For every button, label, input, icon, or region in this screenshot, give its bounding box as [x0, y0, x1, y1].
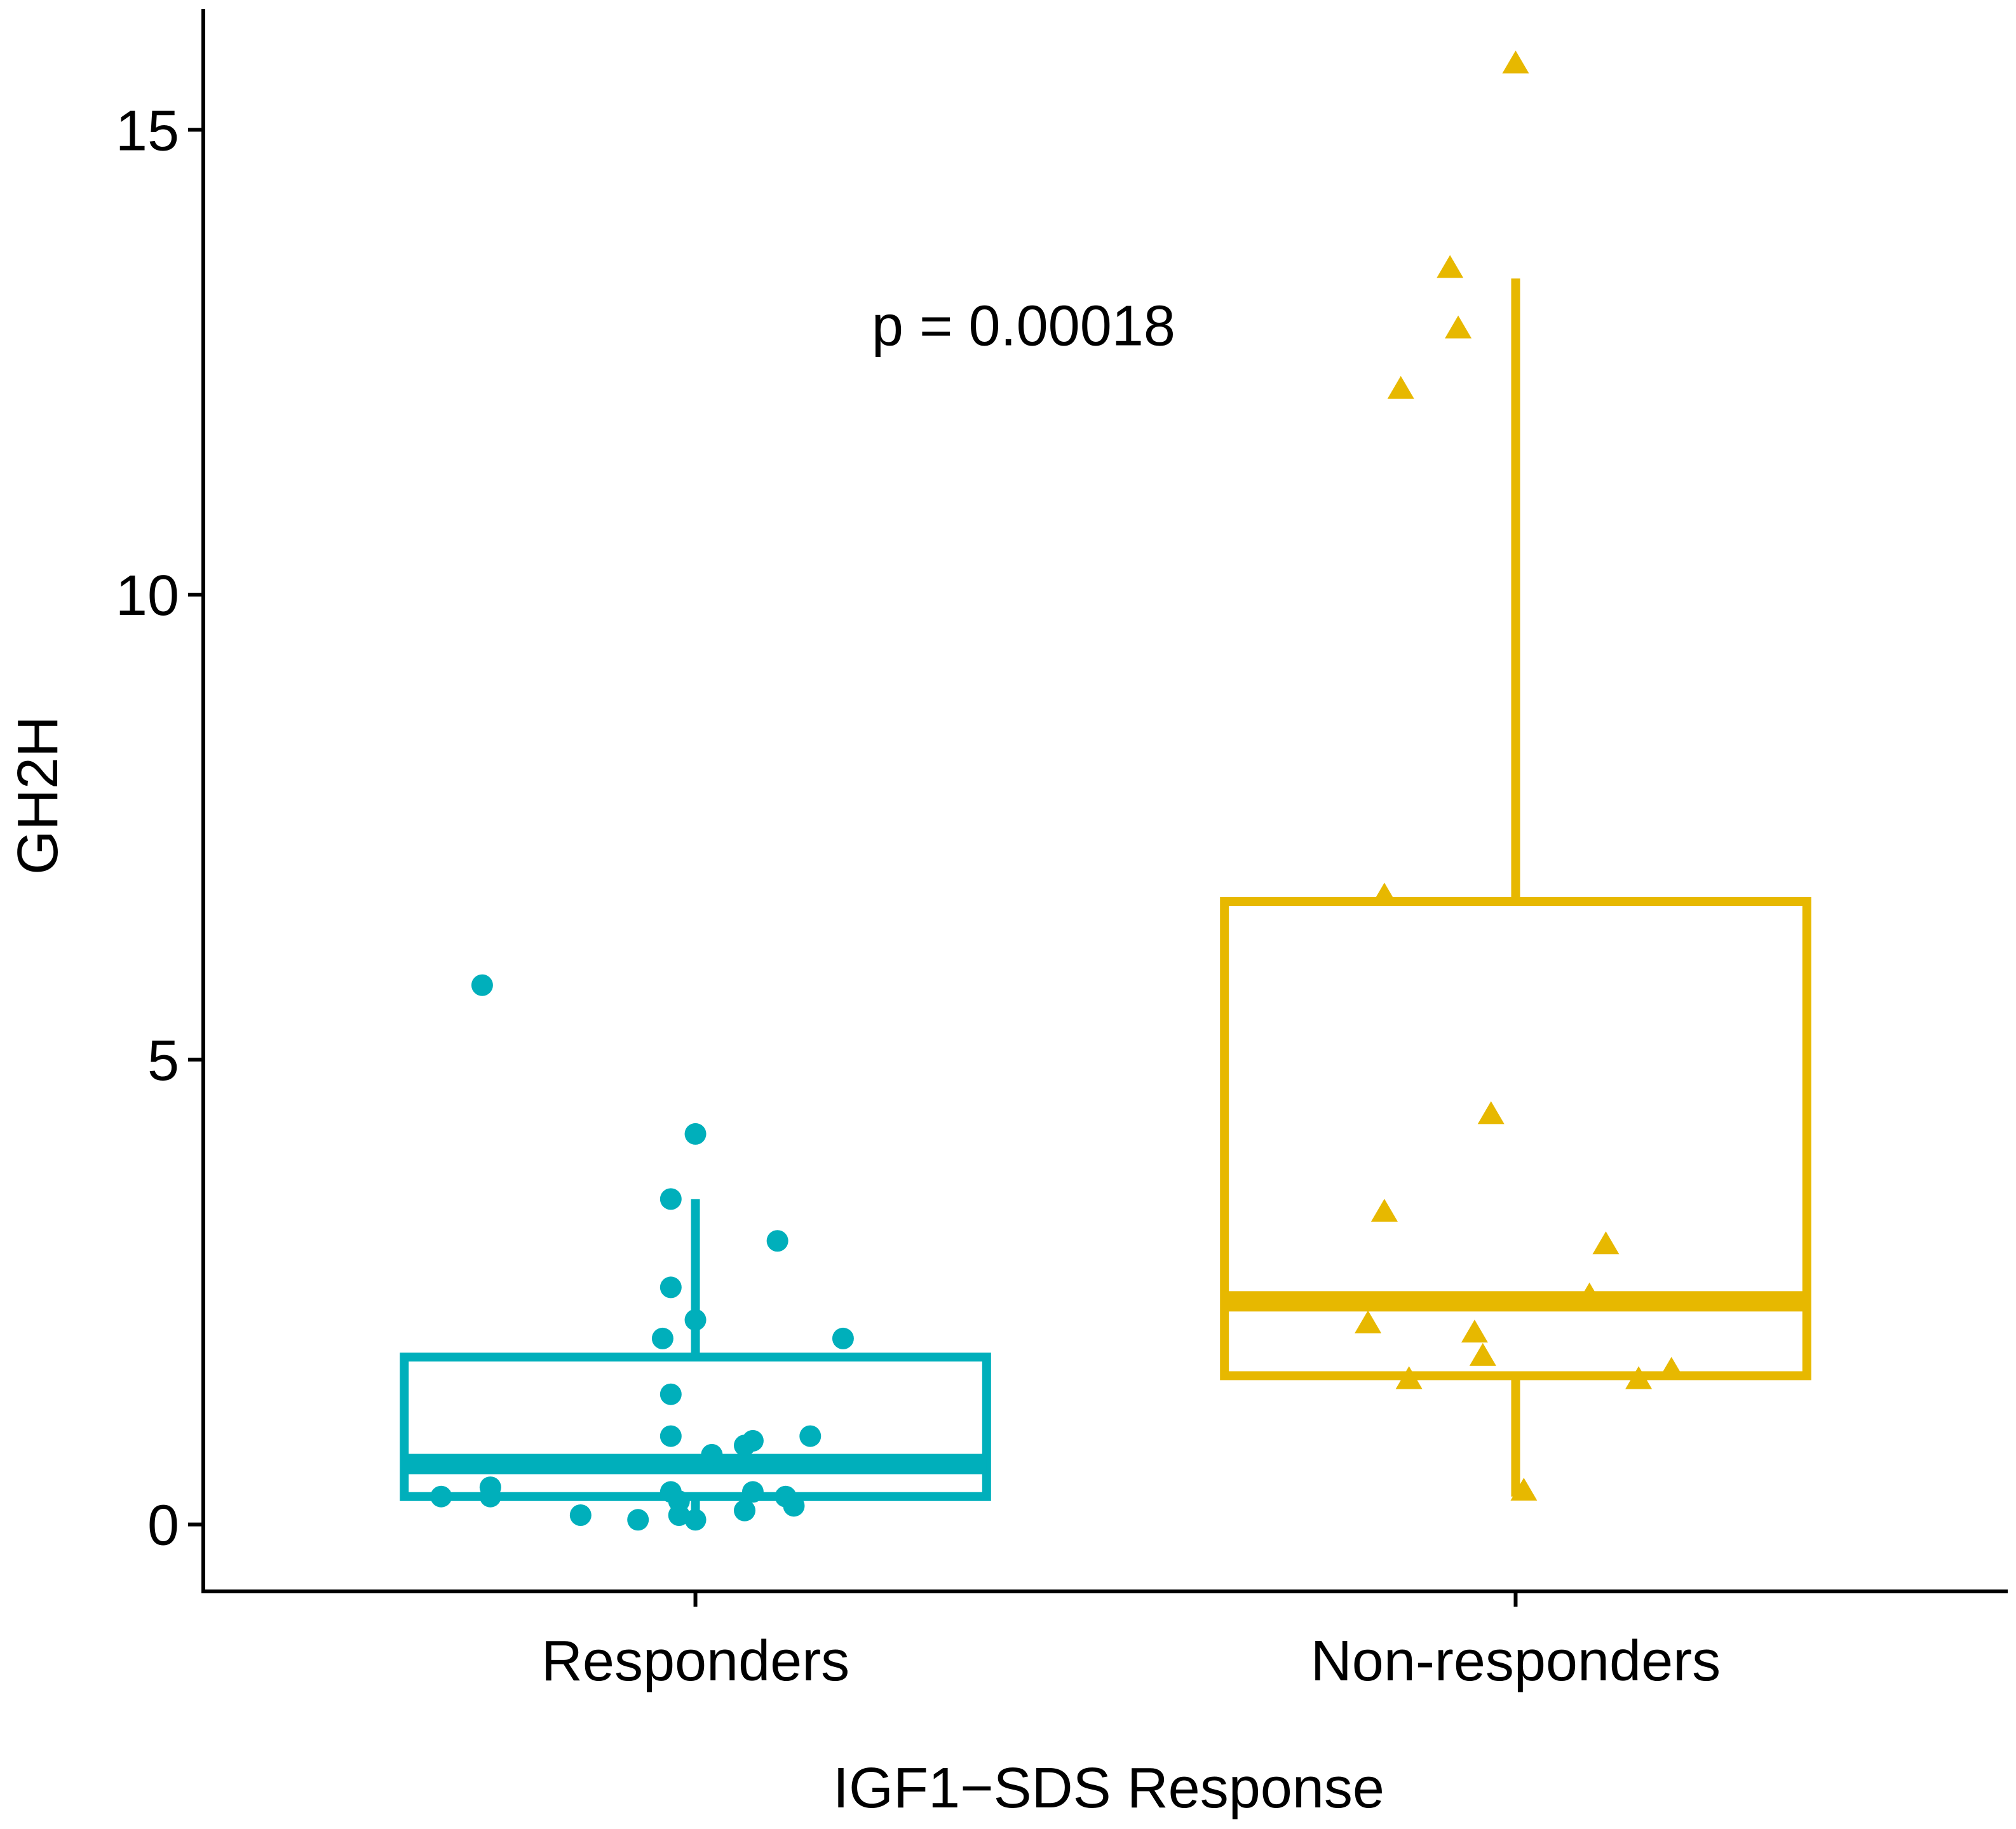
data-point-responder — [832, 1327, 854, 1349]
y-tick-label: 10 — [116, 564, 179, 628]
data-point-non-responder — [1355, 1310, 1382, 1333]
data-point-non-responder — [1477, 1101, 1505, 1124]
data-point-responder — [684, 1309, 707, 1331]
data-point-non-responder — [1461, 1319, 1488, 1343]
data-point-responder — [430, 1485, 452, 1508]
y-tick-label: 5 — [147, 1029, 179, 1093]
data-point-responder — [627, 1509, 649, 1531]
data-point-non-responder — [1510, 1478, 1538, 1501]
data-point-responder — [799, 1425, 822, 1447]
data-point-non-responder — [1370, 1199, 1398, 1222]
data-point-responder — [660, 1276, 682, 1299]
data-point-non-responder — [1469, 1342, 1496, 1366]
axes-layer — [201, 9, 2008, 1593]
data-point-non-responder — [1502, 50, 1529, 74]
boxes-layer — [400, 278, 1811, 1520]
data-point-non-responder — [1658, 1356, 1685, 1380]
data-point-non-responder — [1370, 882, 1398, 906]
box-iqr — [400, 1353, 991, 1501]
data-point-non-responder — [1625, 1366, 1653, 1389]
data-point-responder — [660, 1383, 682, 1405]
data-point-responder — [471, 974, 493, 996]
x-tick-label: Non-responders — [1311, 1630, 1721, 1693]
data-point-responder — [741, 1481, 764, 1503]
data-point-responder — [660, 1188, 682, 1210]
box-iqr — [1220, 897, 1811, 1380]
y-tick-label: 0 — [147, 1494, 179, 1558]
data-point-responder — [783, 1495, 805, 1517]
data-point-responder — [651, 1327, 673, 1349]
data-point-responder — [660, 1425, 682, 1447]
data-point-responder — [479, 1485, 501, 1508]
data-point-responder — [684, 1123, 707, 1145]
data-point-responder — [569, 1504, 592, 1526]
data-point-non-responder — [1395, 1366, 1423, 1389]
ticks-layer: 0 5 10 15 Responders Non-responders — [116, 99, 1721, 1693]
data-point-responder — [684, 1509, 707, 1531]
data-point-non-responder — [1387, 375, 1414, 399]
data-point-responder — [734, 1499, 755, 1522]
x-axis-title: IGF1−SDS Response — [833, 1757, 1384, 1820]
data-point-responder — [766, 1230, 788, 1252]
y-tick-label: 15 — [116, 99, 179, 163]
x-tick-label: Responders — [541, 1630, 849, 1693]
data-point-responder — [668, 1504, 690, 1526]
points-layer — [430, 50, 1685, 1531]
data-point-non-responder — [1445, 315, 1472, 339]
data-point-responder — [734, 1434, 755, 1457]
data-point-responder — [701, 1443, 723, 1466]
data-point-non-responder — [1592, 1231, 1620, 1255]
data-point-non-responder — [1437, 255, 1464, 278]
data-point-non-responder — [1576, 1282, 1603, 1306]
p-value-annotation: p = 0.00018 — [872, 295, 1175, 358]
y-axis-title: GH2H — [6, 716, 70, 875]
